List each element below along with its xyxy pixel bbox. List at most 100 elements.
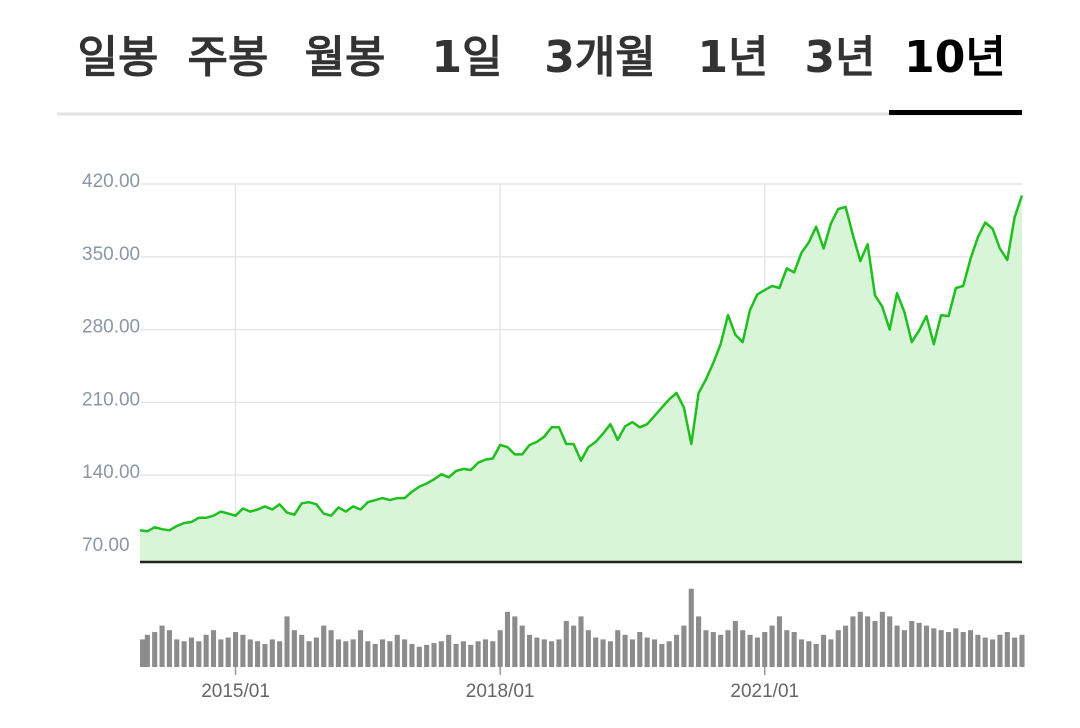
volume-bar <box>203 634 209 667</box>
volume-bar <box>666 641 672 667</box>
x-tick-label: 2018/01 <box>466 681 535 702</box>
volume-bar <box>446 634 452 667</box>
volume-bar <box>732 621 738 667</box>
volume-bar <box>519 625 525 667</box>
tab[interactable]: 10년 <box>904 32 1006 83</box>
volume-bar <box>600 639 606 667</box>
tab[interactable]: 일봉 <box>78 32 159 83</box>
volume-bar <box>769 625 775 667</box>
volume-bar <box>835 630 841 667</box>
tab[interactable]: 3개월 <box>544 32 656 83</box>
volume-bar <box>218 639 224 667</box>
volume-bar <box>975 634 981 667</box>
volume-bar <box>659 644 665 667</box>
volume-bar <box>747 634 753 667</box>
volume-bar <box>284 616 290 667</box>
volume-bar <box>247 639 253 667</box>
volume-bar <box>409 644 415 667</box>
volume-bar <box>681 625 687 667</box>
volume-bar <box>718 634 724 667</box>
volume-bar <box>784 630 790 667</box>
volume-bar <box>563 621 569 667</box>
volume-bar <box>982 637 988 667</box>
volume-bar <box>967 630 974 667</box>
volume-bar <box>916 622 922 667</box>
volume-bar <box>541 639 547 667</box>
volume-bar <box>504 611 511 667</box>
volume-bar <box>299 634 305 667</box>
volume-bar <box>857 611 863 667</box>
volume-bar <box>820 634 827 667</box>
volume-bar <box>887 616 893 667</box>
volume-bar <box>144 634 150 667</box>
volume-bar <box>740 630 746 667</box>
volume-bar <box>843 625 849 667</box>
area <box>140 195 1022 562</box>
volume-bar <box>232 632 239 667</box>
volume-bar <box>791 632 797 667</box>
volume-bar <box>615 630 621 667</box>
volume-bar <box>1019 634 1025 667</box>
volume-bar <box>534 637 540 667</box>
tab-indicator <box>889 110 1022 115</box>
volume-bar <box>923 625 930 667</box>
volume-bar <box>571 625 577 667</box>
volume-bar <box>255 641 261 667</box>
volume-bar <box>313 637 319 667</box>
volume-bar <box>637 632 643 667</box>
volume-bar <box>402 639 408 667</box>
volume-bar <box>872 621 878 667</box>
volume-bar <box>269 639 275 667</box>
volume-bar <box>416 646 422 667</box>
volume-bar <box>140 639 146 667</box>
volume-bar <box>585 630 591 667</box>
volume-bar <box>328 630 334 667</box>
volume-bar <box>196 641 202 667</box>
volume-bar <box>159 625 165 667</box>
volume-bar <box>188 637 195 667</box>
volume-bar <box>960 632 966 667</box>
volume-bar <box>990 639 996 667</box>
volume-bar <box>798 639 805 667</box>
volume-bar <box>350 639 356 667</box>
volume-bar <box>306 641 312 667</box>
volume-bar <box>166 630 172 667</box>
volume-bar <box>644 637 650 667</box>
volume-bar <box>438 641 444 667</box>
volume-bar <box>762 632 768 667</box>
volume-bar <box>754 637 760 667</box>
volume-bar <box>710 632 716 667</box>
volume-bar <box>607 641 613 667</box>
volume-bar <box>387 641 393 667</box>
volume-bar <box>776 616 783 667</box>
volume-bar <box>828 639 834 667</box>
volume-bar <box>938 630 944 667</box>
volume-bar <box>321 625 327 667</box>
x-tick-label: 2015/01 <box>201 681 270 702</box>
volume-bar <box>703 630 709 667</box>
tab[interactable]: 주봉 <box>188 32 269 83</box>
tab[interactable]: 3년 <box>804 32 875 83</box>
volume-bar <box>210 630 217 667</box>
volume-bar <box>549 641 555 667</box>
volume-bar <box>240 634 246 667</box>
volume-bar <box>152 632 158 667</box>
volume-bar <box>1004 632 1010 667</box>
volume-bar <box>431 643 437 667</box>
tab[interactable]: 1일 <box>431 32 502 83</box>
volume-bar <box>291 630 297 667</box>
y-tick-label: 280.00 <box>82 317 140 338</box>
line <box>139 195 1024 533</box>
volume-bar <box>335 639 342 667</box>
tab[interactable]: 월봉 <box>305 32 386 83</box>
y-tick-label: 420.00 <box>82 171 140 192</box>
volume-bar <box>262 644 268 667</box>
volume-bar <box>901 630 907 667</box>
volume-bar <box>651 639 658 667</box>
volume-bar <box>931 628 937 667</box>
volume-bar <box>482 639 489 667</box>
volume-bar <box>578 616 584 667</box>
tab[interactable]: 1년 <box>697 32 768 83</box>
volume-bar <box>365 641 371 667</box>
volume-bar <box>379 639 386 667</box>
